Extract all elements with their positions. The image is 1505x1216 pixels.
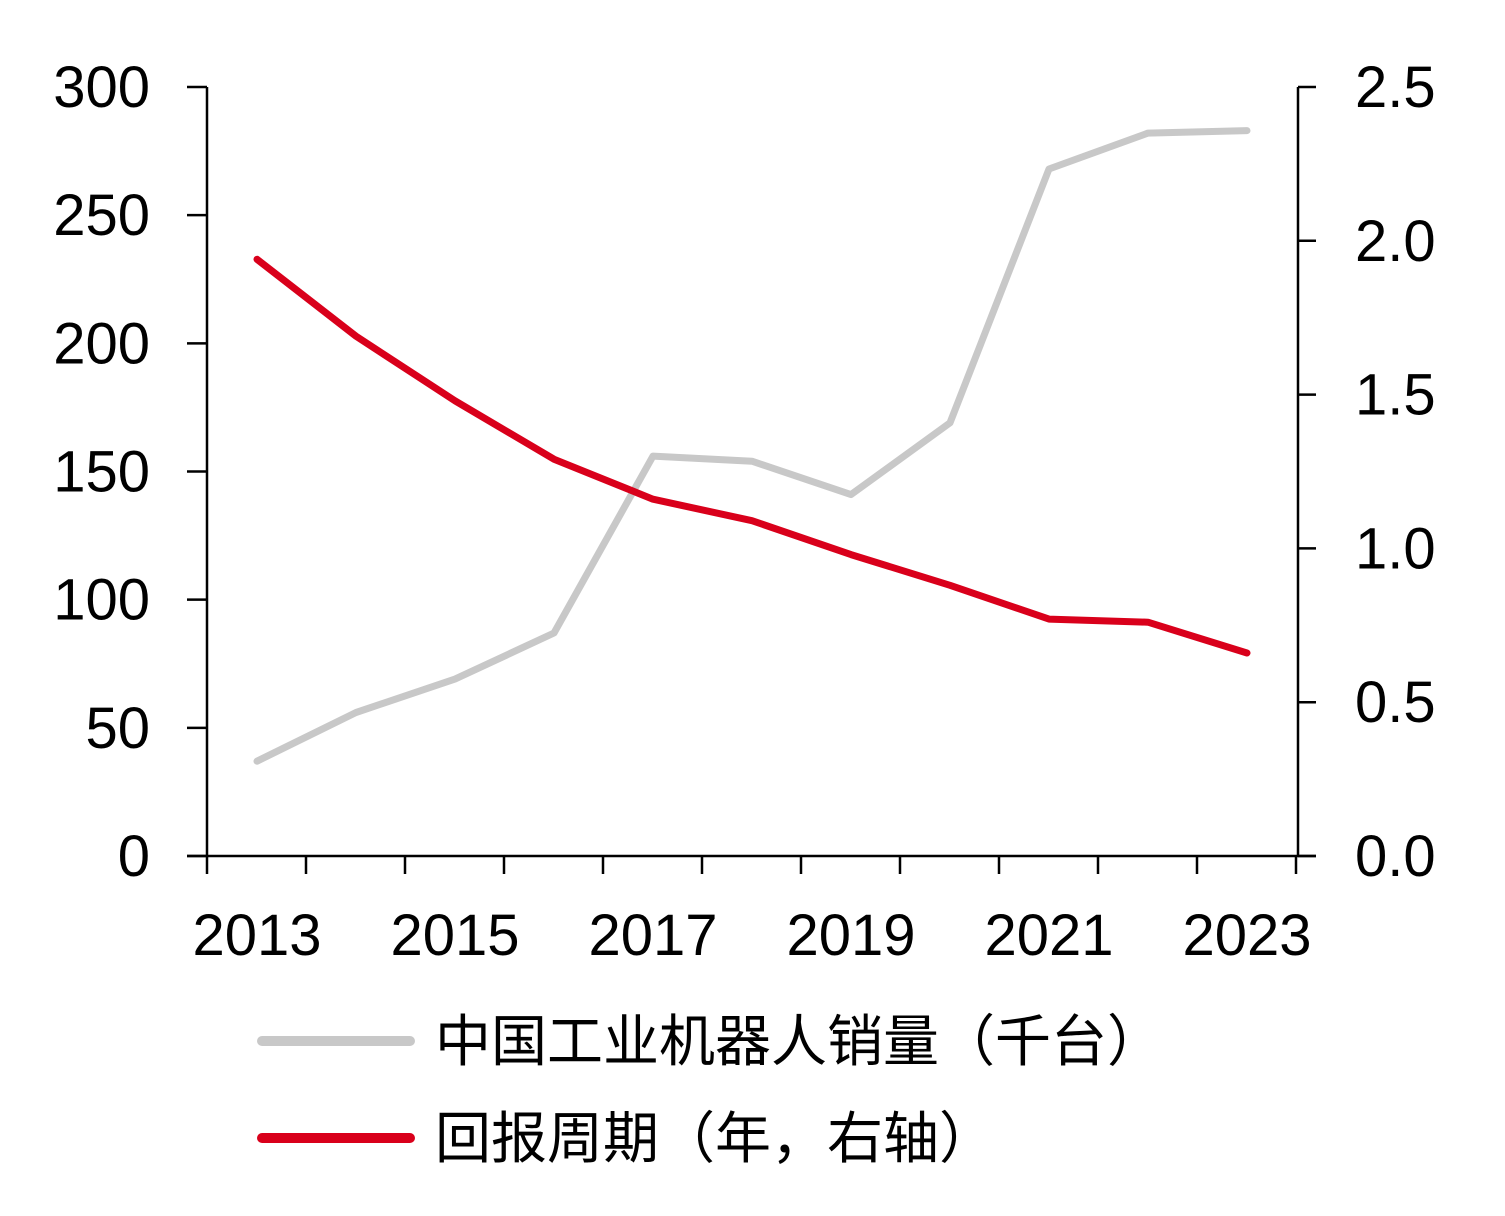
- x-tick-label: 2015: [390, 903, 519, 968]
- right-y-tick-label: 1.5: [1355, 363, 1436, 428]
- series-line-1: [253, 127, 1251, 765]
- left-y-tick-label: 300: [53, 55, 150, 120]
- x-tick-label: 2023: [1182, 903, 1311, 968]
- right-y-tick-label: 1.0: [1355, 516, 1436, 581]
- x-tick-label: 2013: [192, 903, 321, 968]
- left-y-tick-label: 0: [118, 824, 150, 889]
- left-y-tick-label: 200: [53, 311, 150, 376]
- right-y-tick-label: 2.0: [1355, 209, 1436, 274]
- left-y-tick-label: 100: [53, 568, 150, 633]
- right-y-tick-label: 2.5: [1355, 55, 1436, 120]
- left-y-tick-label: 150: [53, 440, 150, 505]
- x-tick-label: 2021: [984, 903, 1113, 968]
- legend: 中国工业机器人销量（千台） 回报周期（年，右轴）: [257, 1010, 1163, 1172]
- left-y-tick-label: 250: [53, 183, 150, 248]
- series-line-2: [253, 255, 1251, 657]
- x-tick-label: 2019: [786, 903, 915, 968]
- legend-label-2: 回报周期（年，右轴）: [435, 1107, 995, 1172]
- axes-layer: 0 50 100 150 200 250 300 0.0 0.5 1.0 1.5 2.0 2.5 2013…: [53, 55, 1435, 968]
- right-y-tick-label: 0.5: [1355, 670, 1436, 735]
- right-y-tick-label: 0.0: [1355, 824, 1436, 889]
- x-tick-label: 2017: [588, 903, 717, 968]
- left-y-tick-label: 50: [85, 696, 150, 761]
- series-layer: [253, 127, 1251, 765]
- legend-label-1: 中国工业机器人销量（千台）: [435, 1010, 1163, 1075]
